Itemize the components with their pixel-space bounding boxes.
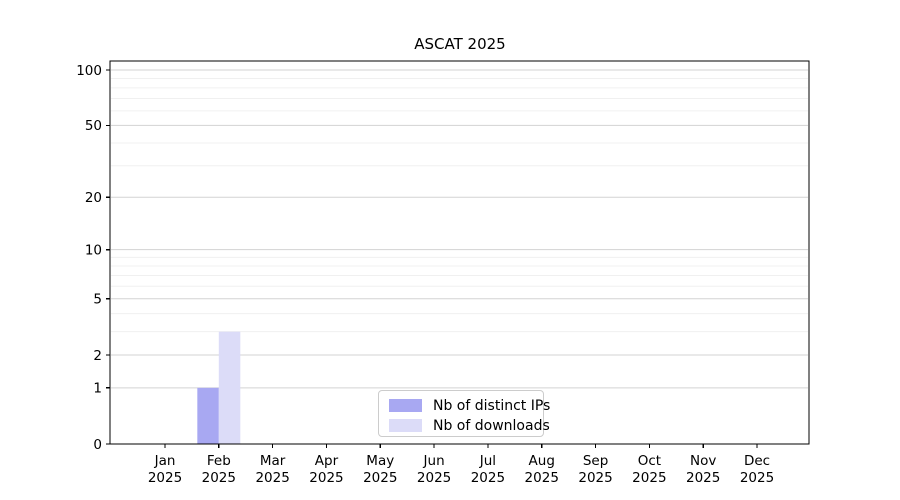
x-tick-label-year: 2025 <box>255 470 289 486</box>
x-tick-label-month: Oct <box>638 453 661 469</box>
x-tick-label-year: 2025 <box>740 470 774 486</box>
x-tick-label-month: May <box>366 453 394 469</box>
legend-item-downloads: Nb of downloads <box>389 416 550 435</box>
bar-nb-of-downloads-feb <box>218 331 241 444</box>
y-tick-label: 1 <box>93 381 102 397</box>
x-tick-label-year: 2025 <box>578 470 612 486</box>
legend: Nb of distinct IPs Nb of downloads <box>378 390 550 437</box>
x-tick-label-year: 2025 <box>363 470 397 486</box>
legend-item-distinct-ips: Nb of distinct IPs <box>389 396 550 415</box>
x-tick-label-year: 2025 <box>525 470 559 486</box>
y-tick-label: 2 <box>93 348 102 364</box>
x-tick-label-year: 2025 <box>148 470 182 486</box>
x-tick-label-year: 2025 <box>309 470 343 486</box>
legend-swatch-downloads <box>389 419 422 432</box>
x-tick-label-year: 2025 <box>471 470 505 486</box>
x-tick-label-month: Feb <box>207 453 231 469</box>
y-tick-label: 100 <box>76 63 102 79</box>
chart-title: ASCAT 2025 <box>414 35 506 53</box>
x-tick-label-year: 2025 <box>632 470 666 486</box>
x-tick-label-month: Apr <box>315 453 339 469</box>
x-tick-label-month: Aug <box>529 453 555 469</box>
y-tick-label: 50 <box>85 118 102 134</box>
plot-box <box>109 60 810 445</box>
y-tick-label: 5 <box>93 292 102 308</box>
x-tick-label-year: 2025 <box>417 470 451 486</box>
x-tick-label-month: Jun <box>423 453 445 469</box>
legend-swatch-distinct-ips <box>389 399 422 412</box>
y-tick-label: 10 <box>85 242 102 258</box>
bar-nb-of-distinct-ips-feb <box>197 387 219 444</box>
x-tick-label-year: 2025 <box>686 470 720 486</box>
x-tick-label-month: Jul <box>479 453 496 469</box>
x-tick-label-year: 2025 <box>202 470 236 486</box>
x-tick-label-month: Sep <box>583 453 608 469</box>
legend-label-distinct-ips: Nb of distinct IPs <box>433 397 551 414</box>
x-tick-label-month: Dec <box>744 453 770 469</box>
y-tick-label: 20 <box>85 190 102 206</box>
x-tick-label-month: Jan <box>154 453 176 469</box>
x-tick-label-month: Nov <box>690 453 716 469</box>
legend-label-downloads: Nb of downloads <box>433 417 550 434</box>
y-tick-label: 0 <box>93 437 102 453</box>
x-tick-label-month: Mar <box>260 453 286 469</box>
